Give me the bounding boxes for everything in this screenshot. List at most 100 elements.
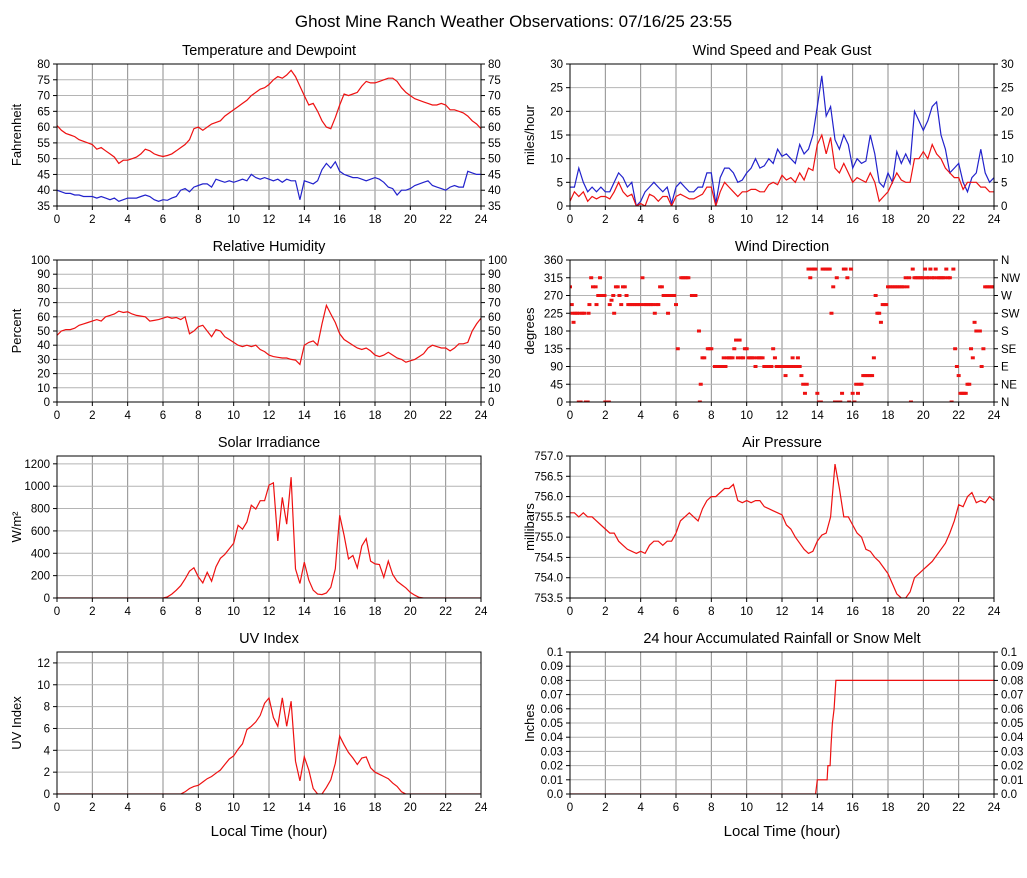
y-tick-label: 40 bbox=[37, 185, 50, 197]
y-tick-label: 0.06 bbox=[540, 704, 562, 716]
scatter-point bbox=[933, 267, 938, 271]
x-tick-label: 0 bbox=[566, 802, 572, 814]
scatter-point bbox=[638, 303, 643, 307]
x-tick-label: 4 bbox=[637, 410, 644, 422]
x-tick-label: 12 bbox=[262, 214, 275, 226]
y-tick-label: 0.0 bbox=[547, 789, 563, 801]
y-tick-label: 0 bbox=[556, 397, 562, 409]
x-tick-label: 18 bbox=[881, 802, 894, 814]
y-tick-label-right: 40 bbox=[488, 340, 501, 352]
y-tick-label-right: 40 bbox=[488, 185, 501, 197]
chart-24-hour-accumulated-rainfall-or-snow-melt: 0 2 4 6 8 10 12 14 16 18 20 22 240.0 0.00.01 0.010.02 0… bbox=[522, 631, 1024, 840]
y-tick-label: 0.08 bbox=[540, 675, 562, 687]
scatter-point bbox=[966, 382, 971, 386]
scatter-point bbox=[804, 382, 809, 386]
x-tick-label: 12 bbox=[775, 214, 788, 226]
scatter-point bbox=[650, 303, 655, 307]
y-tick-label-right: NW bbox=[1001, 273, 1020, 285]
y-tick-label-right: 90 bbox=[488, 269, 501, 281]
y-tick-label: 1000 bbox=[24, 481, 50, 493]
x-tick-label: 4 bbox=[637, 214, 644, 226]
y-tick-label: 25 bbox=[550, 83, 563, 95]
scatter-point bbox=[588, 276, 593, 280]
y-tick-label: 65 bbox=[37, 106, 50, 118]
scatter-point bbox=[883, 303, 888, 307]
y-tick-label-right: 25 bbox=[1001, 83, 1014, 95]
y-tick-label: 6 bbox=[43, 723, 49, 735]
x-tick-label: 10 bbox=[740, 606, 753, 618]
scatter-point bbox=[622, 285, 627, 289]
y-tick-label-right: N bbox=[1001, 255, 1009, 267]
y-tick-label: 50 bbox=[37, 154, 50, 166]
scatter-point bbox=[800, 382, 805, 386]
x-tick-label: 16 bbox=[333, 802, 346, 814]
y-tick-label-right: 20 bbox=[488, 369, 501, 381]
scatter-point bbox=[590, 285, 595, 289]
x-tick-label: 10 bbox=[740, 802, 753, 814]
scatter-point bbox=[979, 365, 984, 368]
y-tick-label-right: 70 bbox=[488, 298, 501, 310]
series-air-pressure bbox=[569, 463, 994, 598]
x-tick-label: 8 bbox=[195, 606, 201, 618]
scatter-point bbox=[597, 276, 602, 280]
x-tick-label: 4 bbox=[637, 606, 644, 618]
y-tick-label: 0.04 bbox=[540, 732, 563, 744]
y-tick-label-right: 0.06 bbox=[1001, 704, 1023, 716]
y-tick-label-right: 50 bbox=[488, 326, 501, 338]
scatter-point bbox=[671, 294, 676, 297]
y-tick-label: 5 bbox=[556, 177, 562, 189]
scatter-point bbox=[903, 276, 908, 280]
y-tick-label: 60 bbox=[37, 122, 50, 134]
series-group bbox=[56, 696, 481, 794]
y-tick-label: 135 bbox=[543, 344, 562, 356]
chart-title: 24 hour Accumulated Rainfall or Snow Mel… bbox=[643, 631, 920, 647]
y-tick-label: 80 bbox=[37, 59, 50, 71]
y-tick-label: 0.03 bbox=[540, 746, 562, 758]
scatter-point bbox=[850, 391, 855, 395]
chart-panel-solar-irradiance: 0 2 4 6 8 10 12 14 16 18 20 22 24 0 200 400 600 800 1000 12… bbox=[1, 430, 514, 626]
scatter-point bbox=[701, 356, 706, 360]
scatter-point bbox=[760, 356, 765, 360]
y-axis-title: Fahrenheit bbox=[9, 104, 24, 167]
x-tick-label: 20 bbox=[403, 606, 416, 618]
y-tick-label: 600 bbox=[30, 526, 49, 538]
y-tick-label-right: 0.08 bbox=[1001, 675, 1023, 687]
x-tick-label: 4 bbox=[124, 802, 131, 814]
scatter-point bbox=[685, 276, 690, 280]
x-tick-label: 20 bbox=[916, 606, 929, 618]
scatter-point bbox=[920, 276, 925, 280]
scatter-point bbox=[696, 329, 701, 333]
scatter-point bbox=[737, 338, 742, 342]
x-tick-label: 8 bbox=[195, 410, 201, 422]
y-tick-label-right: 10 bbox=[1001, 154, 1014, 166]
y-tick-label: 50 bbox=[37, 326, 50, 338]
y-tick-label: 80 bbox=[37, 283, 50, 295]
scatter-point bbox=[593, 285, 598, 289]
tick-labels: 0 2 4 6 8 10 12 14 16 18 20 22 24753.5754.0754.5755.… bbox=[534, 451, 1001, 618]
y-tick-label-right: 0 bbox=[488, 397, 494, 409]
x-tick-label: 8 bbox=[195, 214, 201, 226]
scatter-point bbox=[956, 374, 961, 378]
scatter-point bbox=[790, 356, 795, 360]
y-tick-label-right: 30 bbox=[488, 354, 501, 366]
x-tick-label: 16 bbox=[846, 410, 859, 422]
scatter-point bbox=[571, 320, 576, 324]
scatter-point bbox=[839, 391, 844, 395]
scatter-point bbox=[942, 276, 947, 280]
y-tick-label: 755.5 bbox=[534, 512, 563, 524]
x-tick-label: 4 bbox=[124, 606, 131, 618]
scatter-point bbox=[730, 356, 735, 360]
grid-lines bbox=[56, 456, 481, 598]
scatter-point bbox=[901, 285, 906, 289]
x-tick-label: 6 bbox=[672, 802, 678, 814]
scatter-point bbox=[639, 276, 644, 280]
scatter-point bbox=[753, 365, 757, 368]
y-tick-label: 755.0 bbox=[534, 532, 563, 544]
chart-air-pressure: 0 2 4 6 8 10 12 14 16 18 20 22 24753.5754.0754.5755.… bbox=[522, 435, 1001, 618]
y-tick-label-right: 45 bbox=[488, 169, 501, 181]
x-tick-label: 12 bbox=[262, 410, 275, 422]
